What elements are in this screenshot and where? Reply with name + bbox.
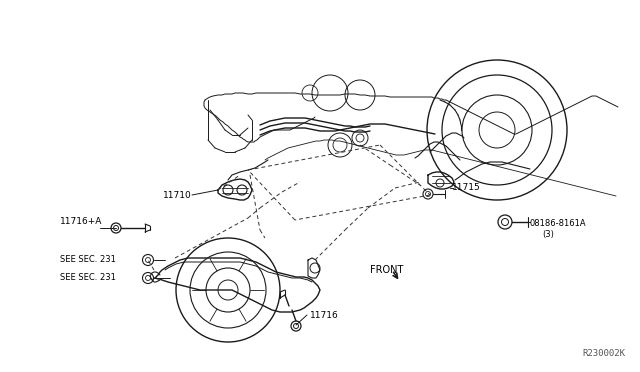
Text: 11716: 11716	[310, 311, 339, 320]
Text: SEE SEC. 231: SEE SEC. 231	[60, 273, 116, 282]
Text: FRONT: FRONT	[370, 265, 403, 275]
Text: 11710: 11710	[163, 190, 192, 199]
Text: R230002K: R230002K	[582, 349, 625, 358]
Text: 08186-8161A: 08186-8161A	[530, 219, 587, 228]
Text: 11716+A: 11716+A	[60, 218, 102, 227]
Text: SEE SEC. 231: SEE SEC. 231	[60, 256, 116, 264]
Text: 11715: 11715	[452, 183, 481, 192]
Text: (3): (3)	[542, 230, 554, 238]
